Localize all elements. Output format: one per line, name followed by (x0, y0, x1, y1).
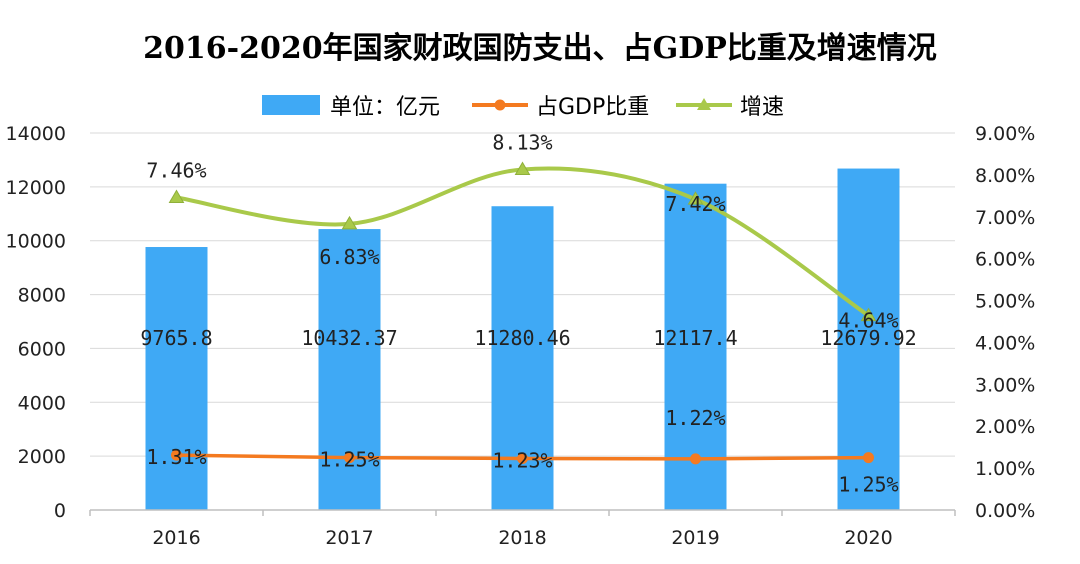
y-right-tick-label: 4.00% (975, 332, 1035, 354)
y-left-tick-label: 6000 (18, 338, 66, 360)
ratio-point (517, 452, 528, 464)
y-right-tick-label: 1.00% (975, 458, 1035, 480)
ratio-point (171, 449, 182, 461)
bar-value-label: 11280.46 (474, 326, 570, 350)
bar-value-label: 9765.8 (140, 326, 212, 350)
bar (145, 247, 208, 511)
y-right-tick-label: 0.00% (975, 500, 1035, 522)
y-left-tick-label: 8000 (18, 285, 66, 307)
growth-value-label: 4.64% (838, 309, 898, 333)
x-tick-label: 2018 (498, 527, 546, 549)
growth-value-label: 7.46% (146, 159, 206, 183)
ratio-value-label: 1.25% (319, 448, 379, 472)
growth-point (687, 191, 704, 205)
growth-point (860, 307, 877, 322)
growth-value-label: 7.42% (665, 192, 725, 216)
y-left-tick-label: 2000 (18, 446, 66, 468)
y-left-tick-label: 0 (54, 500, 66, 522)
bar-value-label: 10432.37 (301, 326, 397, 350)
growth-value-label: 6.83% (319, 245, 379, 269)
ratio-point (690, 453, 701, 465)
growth-point (168, 189, 185, 204)
bar (318, 229, 381, 511)
growth-point (341, 215, 358, 230)
line-series (168, 161, 877, 465)
y-left-tick-label: 4000 (18, 392, 66, 414)
ratio-value-label: 1.31% (146, 445, 206, 469)
x-tick-label: 2020 (844, 527, 892, 549)
ratio-value-label: 1.25% (838, 473, 898, 497)
y-right-tick-label: 8.00% (975, 165, 1035, 187)
ratio-point (863, 452, 874, 464)
x-tick-label: 2019 (671, 527, 719, 549)
x-tick-label: 2016 (152, 527, 200, 549)
growth-point (514, 161, 531, 175)
legend-swatch-bar (262, 95, 320, 115)
x-tick-label: 2017 (325, 527, 373, 549)
ratio-value-label: 1.22% (665, 406, 725, 430)
growth-value-label: 8.13% (492, 130, 552, 154)
y-right-tick-label: 6.00% (975, 249, 1035, 271)
legend: 单位：亿元 占GDP比重 增速 (262, 95, 784, 120)
y-right-tick-label: 2.00% (975, 416, 1035, 438)
ratio-value-label: 1.23% (492, 448, 552, 472)
y-left-tick-label: 12000 (6, 177, 66, 199)
legend-label-ratio: 占GDP比重 (536, 95, 649, 120)
legend-marker-ratio (494, 99, 506, 111)
y-left-tick-label: 10000 (6, 231, 66, 253)
bar-value-label: 12117.4 (653, 326, 737, 350)
y-right-tick-label: 5.00% (975, 291, 1035, 313)
axes: 0 2000 4000 6000 8000 10000 12000 14000 0.00% 1.0… (6, 123, 1036, 549)
bar-value-label: 12679.92 (820, 326, 916, 350)
y-left-tick-label: 14000 (6, 123, 66, 145)
ratio-point (344, 452, 355, 464)
chart-title: 2016-2020年国家财政国防支出、占GDP比重及增速情况 (143, 31, 937, 66)
legend-label-growth: 增速 (740, 95, 784, 120)
y-right-tick-label: 7.00% (975, 207, 1035, 229)
y-right-tick-label: 9.00% (975, 123, 1035, 145)
legend-label-bar: 单位：亿元 (330, 95, 440, 120)
data-labels: 9765.8 10432.37 11280.46 12117.4 12679.92 1.3… (140, 130, 916, 496)
legend-marker-growth (697, 98, 711, 110)
y-right-tick-label: 3.00% (975, 374, 1035, 396)
